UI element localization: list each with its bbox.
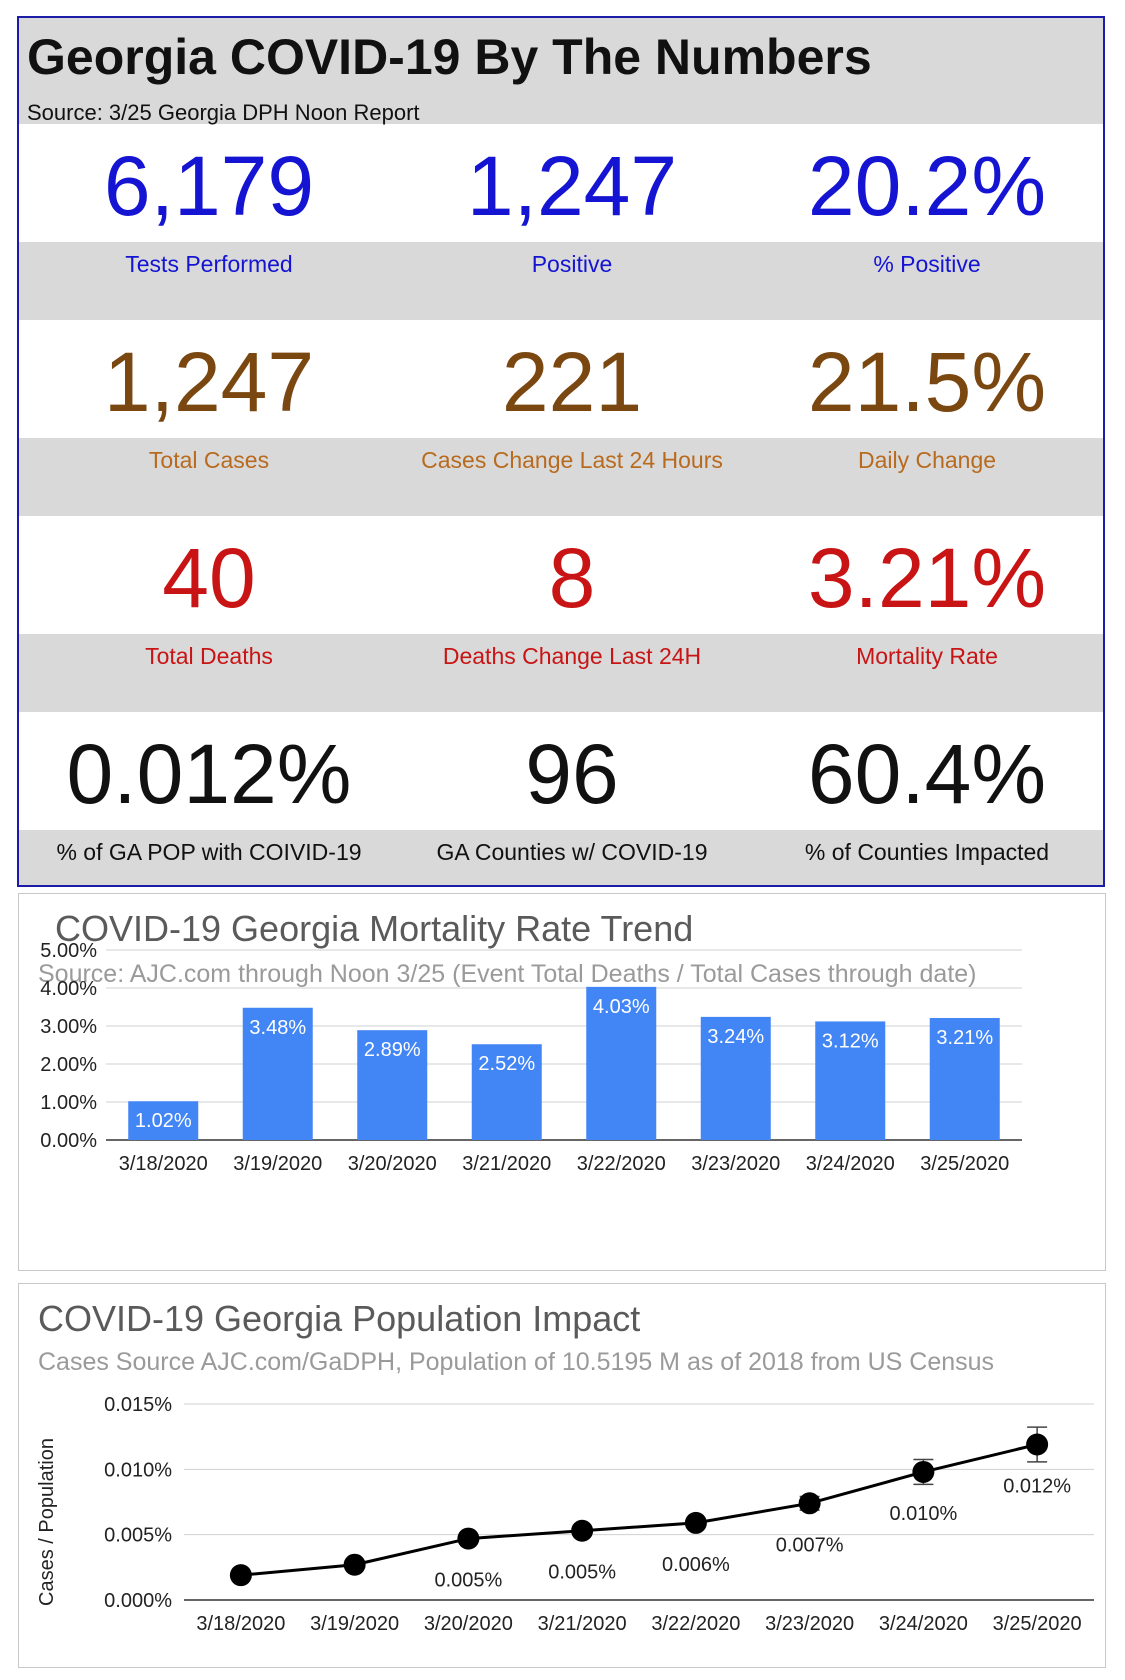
stat-value: 221 (501, 335, 643, 429)
chart-title: COVID-19 Georgia Mortality Rate Trend (55, 908, 694, 949)
data-label: 0.005% (548, 1562, 616, 1584)
data-point (798, 1492, 821, 1515)
bar (357, 1030, 428, 1140)
stat-value: 8 (548, 531, 596, 625)
stat-value: 1,247 (466, 139, 678, 233)
x-tick-label: 3/22/2020 (651, 1613, 740, 1635)
population-chart-card: COVID-19 Georgia Population Impact Cases… (18, 1283, 1106, 1668)
stat-label: Positive (531, 251, 613, 277)
data-label: 3.48% (249, 1017, 306, 1039)
bar (815, 1021, 886, 1140)
x-tick-label: 3/24/2020 (879, 1613, 968, 1635)
data-point (229, 1564, 252, 1587)
series-line (240, 1443, 1038, 1577)
stat-value: 40 (162, 531, 256, 625)
label-band (19, 634, 1103, 712)
header-band (19, 18, 1103, 124)
stat-label: Total Deaths (145, 643, 273, 669)
data-label: 0.005% (434, 1570, 502, 1592)
stat-label: Total Cases (148, 447, 270, 473)
label-band (19, 242, 1103, 320)
x-tick-label: 3/19/2020 (233, 1153, 322, 1175)
chart-subtitle: Source: AJC.com through Noon 3/25 (Event… (38, 960, 977, 988)
chart-subtitle: Cases Source AJC.com/GaDPH, Population o… (38, 1348, 995, 1376)
stat-label: Mortality Rate (856, 643, 998, 669)
y-tick-label: 3.00% (40, 1016, 97, 1038)
data-label: 3.21% (936, 1027, 993, 1049)
stat-value: 1,247 (103, 335, 315, 429)
stat-label: GA Counties w/ COVID-19 (436, 839, 708, 865)
stat-value: 20.2% (807, 139, 1047, 233)
stat-value: 6,179 (103, 139, 315, 233)
stat-label: Cases Change Last 24 Hours (421, 447, 723, 473)
y-tick-label: 1.00% (40, 1092, 97, 1114)
page-title: Georgia COVID-19 By The Numbers (27, 29, 872, 85)
stat-label: % of Counties Impacted (804, 839, 1050, 865)
mortality-chart-card: COVID-19 Georgia Mortality Rate Trend So… (18, 893, 1106, 1271)
stat-value: 0.012% (66, 727, 352, 821)
data-label: 2.52% (478, 1053, 535, 1075)
stat-label: Daily Change (857, 447, 997, 473)
data-label: 2.89% (364, 1039, 421, 1061)
data-point (684, 1511, 707, 1534)
x-tick-label: 3/20/2020 (348, 1153, 437, 1175)
bar (242, 1007, 313, 1140)
bar (471, 1044, 542, 1140)
label-band (19, 438, 1103, 516)
x-tick-label: 3/21/2020 (462, 1153, 551, 1175)
stat-value: 21.5% (807, 335, 1047, 429)
y-tick-label: 4.00% (40, 978, 97, 1000)
data-label: 3.12% (822, 1030, 879, 1052)
mortality-bar-chart: 0.00% 1.00% 2.00% 3.00% 4.00% 5.00% 1.02% 3/18/… (40, 940, 1022, 1175)
stat-label: Tests Performed (125, 251, 293, 277)
page-source: Source: 3/25 Georgia DPH Noon Report (27, 100, 420, 125)
y-tick-label: 0.015% (104, 1394, 172, 1416)
population-line-chart: 0.000% 0.005% 0.010% 0.015% Cases / Populati… (36, 1394, 1094, 1635)
data-label: 3.24% (707, 1026, 764, 1048)
stats-panel: Georgia COVID-19 By The Numbers Source: … (17, 16, 1105, 887)
data-point (571, 1519, 594, 1542)
stat-value: 60.4% (807, 727, 1047, 821)
stat-value: 96 (525, 727, 619, 821)
x-tick-label: 3/25/2020 (920, 1153, 1009, 1175)
stat-label: % of GA POP with COIVID-19 (56, 839, 362, 865)
y-axis-label: Cases / Population (36, 1438, 58, 1606)
x-tick-label: 3/19/2020 (310, 1613, 399, 1635)
y-tick-label: 0.000% (104, 1590, 172, 1612)
data-point (1026, 1433, 1049, 1456)
y-tick-label: 0.010% (104, 1459, 172, 1481)
data-label: 0.012% (1003, 1476, 1071, 1498)
x-tick-label: 3/25/2020 (993, 1613, 1082, 1635)
x-tick-label: 3/23/2020 (691, 1153, 780, 1175)
bar (128, 1101, 199, 1140)
stat-label: % Positive (873, 251, 981, 277)
data-label: 0.007% (776, 1534, 844, 1556)
bar (586, 986, 657, 1140)
data-point (912, 1460, 935, 1483)
x-tick-label: 3/24/2020 (806, 1153, 895, 1175)
bar (929, 1018, 1000, 1140)
data-label: 0.010% (889, 1503, 957, 1525)
data-point (343, 1553, 366, 1576)
data-label: 0.006% (662, 1554, 730, 1576)
x-tick-label: 3/18/2020 (119, 1153, 208, 1175)
stat-label: Deaths Change Last 24H (442, 643, 702, 669)
x-tick-label: 3/20/2020 (424, 1613, 513, 1635)
y-tick-label: 0.005% (104, 1525, 172, 1547)
y-tick-label: 0.00% (40, 1130, 97, 1152)
stat-value: 3.21% (807, 531, 1047, 625)
x-tick-label: 3/22/2020 (577, 1153, 666, 1175)
chart-title: COVID-19 Georgia Population Impact (38, 1298, 641, 1339)
y-tick-label: 5.00% (40, 940, 97, 962)
data-label: 1.02% (135, 1110, 192, 1132)
x-tick-label: 3/21/2020 (538, 1613, 627, 1635)
x-tick-label: 3/18/2020 (196, 1613, 285, 1635)
label-band (19, 830, 1103, 885)
data-point (457, 1527, 480, 1550)
data-label: 4.03% (593, 996, 650, 1018)
bar (700, 1016, 771, 1140)
y-tick-label: 2.00% (40, 1054, 97, 1076)
x-tick-label: 3/23/2020 (765, 1613, 854, 1635)
